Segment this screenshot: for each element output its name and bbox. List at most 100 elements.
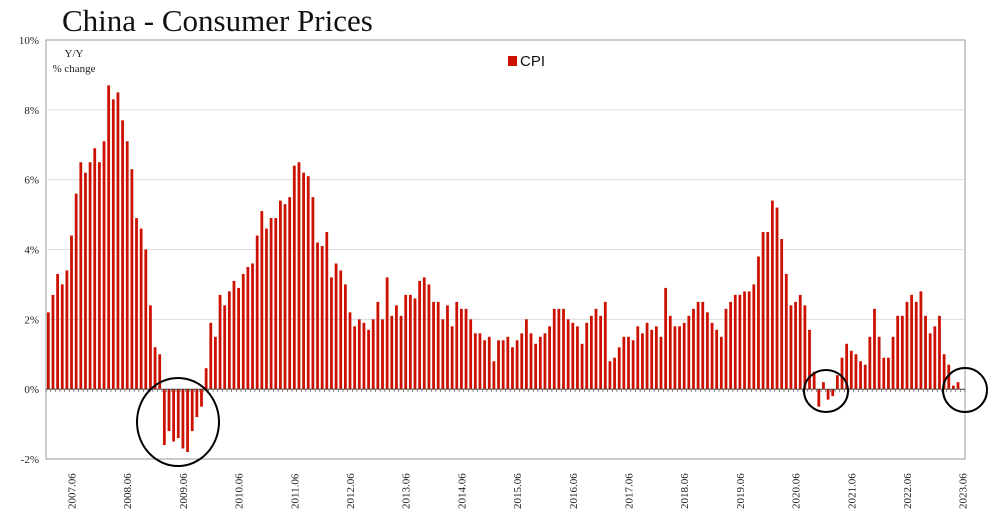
bar (706, 312, 709, 390)
bar (371, 319, 375, 390)
x-tick-label: 2009.06 (178, 473, 190, 509)
bar (265, 228, 268, 390)
bar (868, 336, 872, 390)
bar (162, 389, 166, 446)
bar (849, 350, 853, 390)
bar (696, 301, 700, 390)
bar (316, 242, 319, 390)
bar (719, 336, 723, 390)
bar (353, 326, 357, 390)
bar (757, 256, 760, 390)
bar (376, 301, 380, 390)
x-tick-label: 2020.06 (791, 473, 803, 509)
bar (297, 162, 301, 390)
legend-label: CPI (520, 53, 545, 70)
bar (896, 315, 900, 390)
bar (599, 315, 603, 390)
bar (200, 389, 203, 407)
bar (826, 389, 830, 400)
x-tick-label: 2010.06 (234, 473, 246, 509)
x-tick-label: 2019.06 (735, 473, 747, 509)
bar (529, 333, 533, 390)
bar (798, 294, 802, 390)
y-tick-label: 2% (24, 314, 39, 326)
bar (292, 165, 296, 390)
y-tick-label: 8% (24, 105, 39, 117)
bar (654, 326, 658, 390)
bar (631, 340, 635, 390)
bar (715, 329, 719, 390)
bar (808, 329, 811, 390)
bar (576, 326, 579, 390)
y-tick-label: -2% (21, 454, 39, 466)
bar (446, 305, 449, 390)
bar (645, 322, 649, 390)
bar (924, 315, 927, 390)
highlight-circle-2009 (136, 377, 220, 467)
bar (873, 308, 876, 390)
bar (181, 389, 185, 449)
bar (139, 228, 143, 390)
bar (408, 294, 412, 390)
bar (176, 389, 180, 439)
bar (900, 315, 904, 390)
y-tick-label: 4% (24, 245, 39, 257)
bar (427, 284, 431, 390)
bar (339, 270, 343, 390)
bar (450, 326, 454, 390)
bar (195, 389, 199, 418)
bar (608, 361, 612, 390)
x-tick-label: 2015.06 (512, 473, 524, 509)
bar (218, 294, 222, 390)
bar (775, 207, 779, 390)
bar (511, 347, 514, 390)
bar (766, 232, 770, 390)
bar (56, 273, 59, 390)
bar (116, 92, 120, 390)
x-tick-label: 2018.06 (679, 473, 691, 509)
bar (859, 361, 862, 390)
bar (673, 326, 677, 390)
x-tick-label: 2016.06 (568, 473, 580, 509)
bar (190, 389, 194, 432)
bar (812, 371, 816, 390)
bar (562, 308, 565, 390)
bar (97, 162, 101, 390)
bar (70, 235, 73, 390)
bar (302, 172, 305, 390)
bar (701, 301, 705, 390)
bar (831, 389, 835, 397)
bar (538, 336, 542, 390)
bar (497, 340, 500, 390)
bar (144, 249, 148, 390)
bar (125, 141, 129, 390)
bar (186, 389, 189, 453)
bar (882, 357, 886, 390)
bar (153, 347, 157, 390)
bar (557, 308, 561, 390)
bar (520, 333, 524, 390)
bar (432, 301, 435, 390)
bar (357, 319, 361, 390)
bar (585, 322, 589, 390)
x-tick-label: 2022.06 (902, 473, 914, 509)
bar (580, 343, 584, 390)
bar (306, 176, 310, 390)
y-tick-label: 6% (24, 175, 39, 187)
bar (362, 322, 366, 390)
bar (641, 333, 644, 390)
bar (794, 301, 797, 390)
bar (74, 193, 78, 390)
bar (102, 141, 106, 390)
bar (436, 301, 440, 390)
bar (956, 382, 960, 390)
bar (227, 291, 231, 390)
bar (464, 308, 468, 390)
bar (65, 270, 69, 390)
bar (571, 322, 575, 390)
bar (761, 232, 765, 390)
bar (51, 294, 55, 390)
bar (938, 315, 941, 390)
bar (246, 266, 250, 390)
bar (79, 162, 83, 390)
